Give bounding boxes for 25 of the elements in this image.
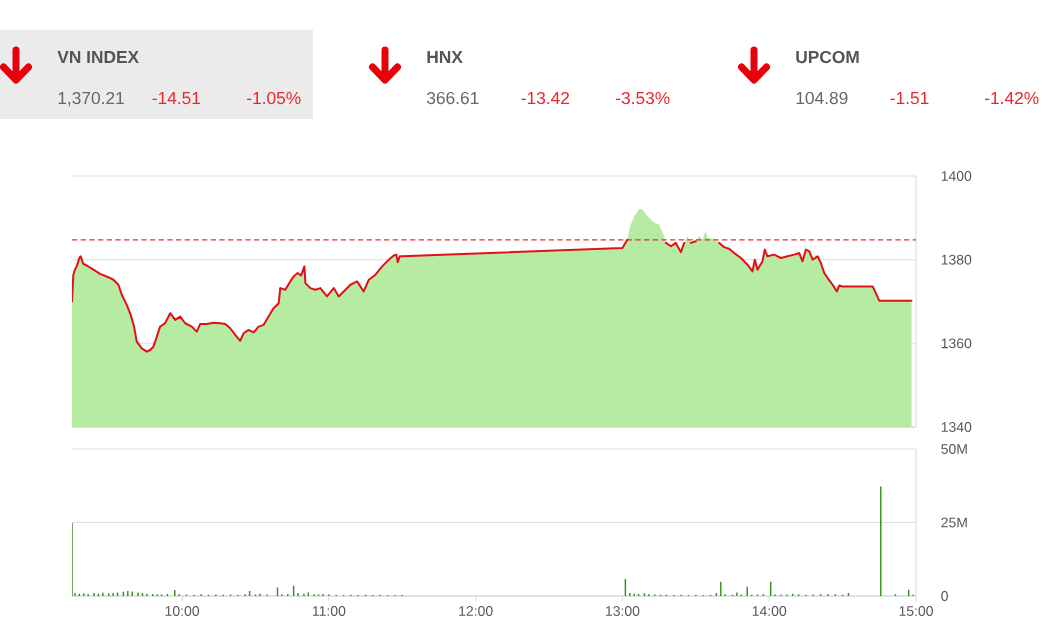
text: 366.61 bbox=[426, 91, 479, 105]
x-tick-label: 14:00 bbox=[752, 606, 787, 616]
x-tick-label: 10:00 bbox=[165, 606, 200, 616]
y-tick-label: 25M bbox=[941, 517, 967, 528]
y-tick-label: 50M bbox=[941, 444, 967, 454]
text: VN INDEX bbox=[57, 51, 139, 63]
text: 104.89 bbox=[796, 91, 848, 105]
y-tick-label: 1380 bbox=[941, 254, 972, 265]
text: UPCOM bbox=[796, 50, 859, 64]
text: HNX bbox=[427, 51, 463, 63]
y-tick-label: 1340 bbox=[941, 422, 972, 432]
text: -1.05% bbox=[247, 91, 301, 105]
text: -1.51 bbox=[890, 92, 929, 105]
x-tick-label: 13:00 bbox=[605, 606, 640, 616]
x-tick-label: 15:00 bbox=[899, 606, 933, 616]
y-tick-label: 1360 bbox=[941, 338, 972, 349]
text: -3.53% bbox=[616, 91, 670, 105]
text: -14.51 bbox=[152, 92, 201, 105]
x-tick-label: 12:00 bbox=[459, 606, 493, 616]
text: 1,370.21 bbox=[58, 91, 124, 107]
text: -13.42 bbox=[521, 91, 570, 105]
x-tick-label: 11:00 bbox=[312, 606, 346, 616]
y-tick-label: 0 bbox=[941, 591, 948, 601]
y-tick-label: 1400 bbox=[941, 171, 972, 181]
text: -1.42% bbox=[985, 91, 1039, 105]
